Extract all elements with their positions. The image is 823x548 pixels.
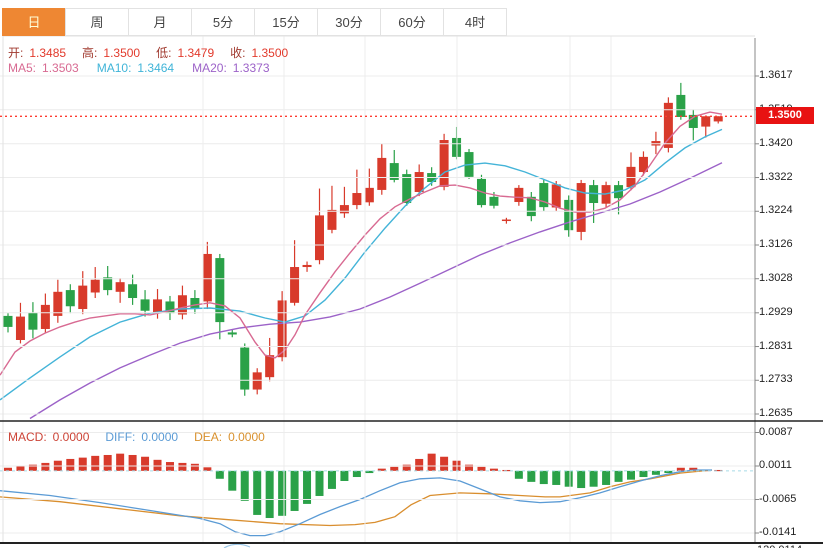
timeframe-tabbar: 日 周 月 5分 15分 30分 60分 4时 [2,8,507,36]
tab-day[interactable]: 日 [2,8,66,36]
macd-axis-label: -0.0065 [759,492,797,505]
price-axis-label: 1.2733 [759,373,793,386]
low-value: 1.3479 [177,46,215,60]
ma10-label: MA10: [96,61,132,75]
clipped-bottom-axis-label: 120.0114 [757,544,802,548]
price-axis-label: 1.2831 [759,339,793,352]
tab-30min[interactable]: 30分 [317,8,381,36]
high-value: 1.3500 [103,46,141,60]
ma10-value: 1.3464 [137,61,175,75]
price-axis-label: 1.2635 [759,407,793,419]
low-label: 低: [156,46,172,60]
tab-5min[interactable]: 5分 [191,8,255,36]
price-axis-label: 1.3224 [759,204,793,217]
tab-week[interactable]: 周 [65,8,129,36]
dea-label: DEA: [194,430,223,444]
macd-label: MACD: [8,430,47,444]
diff-value: 0.0000 [141,430,179,444]
dea-value: 0.0000 [228,430,265,444]
last-price-tag: 1.3500 [756,107,814,125]
close-value: 1.3500 [251,46,289,60]
open-label: 开: [8,46,24,60]
macd-axis-label: 0.0087 [759,425,793,438]
price-axis-label: 1.3322 [759,170,793,183]
ma-row: MA5: 1.3503 MA10: 1.3464 MA20: 1.3373 [8,61,288,75]
tab-4hour[interactable]: 4时 [443,8,507,36]
ma5-value: 1.3503 [42,61,79,75]
diff-label: DIFF: [105,430,136,444]
tab-60min[interactable]: 60分 [380,8,444,36]
price-axis-label: 1.3617 [759,69,793,81]
macd-header-row: MACD: 0.0000 DIFF: 0.0000 DEA: 0.0000 [8,430,281,444]
ma5-label: MA5: [8,61,37,75]
tab-month[interactable]: 月 [128,8,192,36]
tab-15min[interactable]: 15分 [254,8,318,36]
open-value: 1.3485 [29,46,67,60]
close-label: 收: [230,46,246,60]
macd-axis-label: 0.0011 [759,459,792,471]
ma20-value: 1.3373 [232,61,270,75]
price-axis-label: 1.3126 [759,238,793,250]
macd-axis-label: -0.0141 [759,526,797,538]
price-axis-label: 1.3420 [759,136,793,149]
macd-value: 0.0000 [52,430,90,444]
ohlc-row: 开: 1.3485 高: 1.3500 低: 1.3479 收: 1.3500 [8,44,304,61]
ma20-label: MA20: [192,61,227,75]
price-axis-label: 1.3028 [759,271,793,284]
high-label: 高: [82,46,98,60]
price-axis-label: 1.2929 [759,305,793,318]
